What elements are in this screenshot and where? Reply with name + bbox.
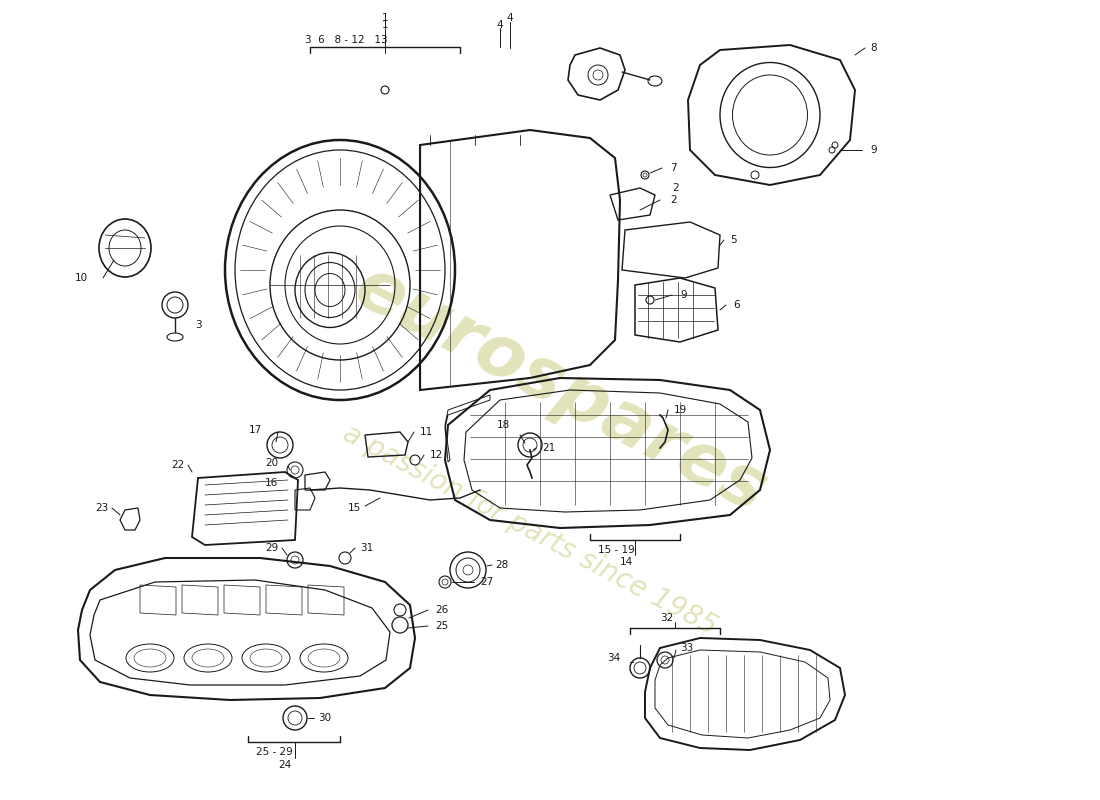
Text: 5: 5 bbox=[730, 235, 737, 245]
Text: 3  6   8 - 12   13: 3 6 8 - 12 13 bbox=[305, 35, 387, 45]
Text: 25: 25 bbox=[434, 621, 449, 631]
Text: 15 - 19: 15 - 19 bbox=[598, 545, 635, 555]
Text: 7: 7 bbox=[670, 163, 676, 173]
Text: 24: 24 bbox=[278, 760, 292, 770]
Text: 11: 11 bbox=[420, 427, 433, 437]
Text: 10: 10 bbox=[75, 273, 88, 283]
Text: 6: 6 bbox=[733, 300, 739, 310]
Text: 33: 33 bbox=[680, 643, 693, 653]
Text: 2: 2 bbox=[672, 183, 679, 193]
Text: a passion for parts since 1985: a passion for parts since 1985 bbox=[338, 419, 722, 641]
Text: 9: 9 bbox=[680, 290, 686, 300]
Text: 18: 18 bbox=[497, 420, 510, 430]
Text: eurospares: eurospares bbox=[342, 252, 778, 528]
Text: 31: 31 bbox=[360, 543, 373, 553]
Text: 1: 1 bbox=[382, 20, 388, 30]
Text: 29: 29 bbox=[265, 543, 278, 553]
Text: 21: 21 bbox=[542, 443, 556, 453]
Text: 12: 12 bbox=[430, 450, 443, 460]
Text: 1: 1 bbox=[382, 13, 388, 23]
Text: 19: 19 bbox=[674, 405, 688, 415]
Text: 3: 3 bbox=[195, 320, 201, 330]
Text: 2: 2 bbox=[670, 195, 676, 205]
Text: 9: 9 bbox=[870, 145, 877, 155]
Text: 4: 4 bbox=[507, 13, 514, 23]
Text: 8: 8 bbox=[870, 43, 877, 53]
Text: 27: 27 bbox=[480, 577, 493, 587]
Text: 30: 30 bbox=[318, 713, 331, 723]
Text: 26: 26 bbox=[434, 605, 449, 615]
Text: 32: 32 bbox=[660, 613, 673, 623]
Text: 28: 28 bbox=[495, 560, 508, 570]
Text: 16: 16 bbox=[265, 478, 278, 488]
Text: 23: 23 bbox=[95, 503, 108, 513]
Text: 25 - 29: 25 - 29 bbox=[256, 747, 293, 757]
Text: 22: 22 bbox=[172, 460, 185, 470]
Text: 14: 14 bbox=[620, 557, 634, 567]
Text: 15: 15 bbox=[348, 503, 361, 513]
Text: 20: 20 bbox=[265, 458, 278, 468]
Text: 34: 34 bbox=[607, 653, 620, 663]
Text: 4: 4 bbox=[497, 20, 504, 30]
Text: 17: 17 bbox=[249, 425, 262, 435]
